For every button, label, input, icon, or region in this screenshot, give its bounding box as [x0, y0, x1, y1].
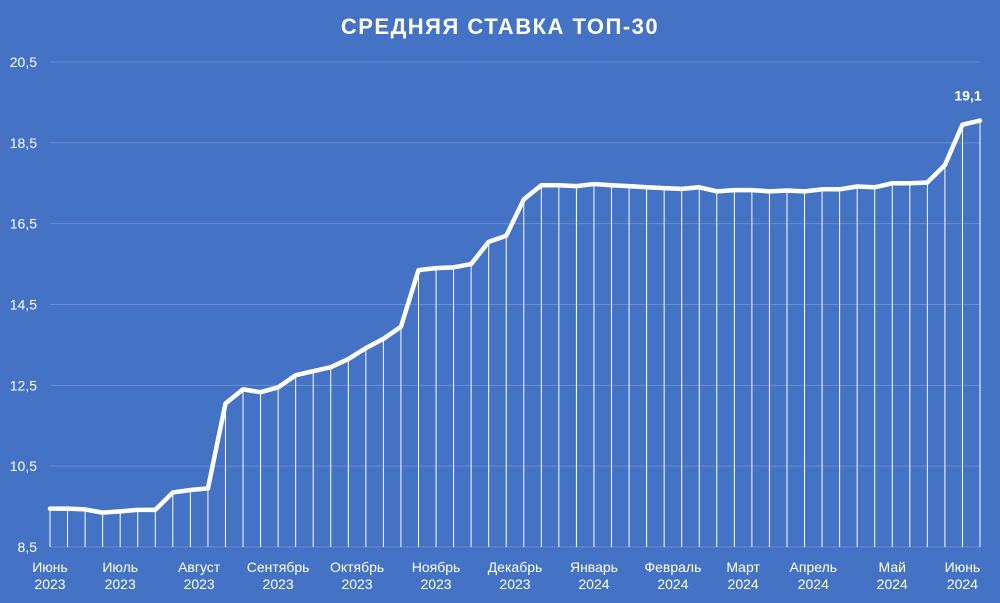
x-tick-label: Апрель 2024 [790, 559, 838, 592]
y-tick-label: 18,5 [10, 135, 37, 151]
x-tick-label: Сентябрь 2023 [247, 559, 310, 592]
y-tick-label: 12,5 [10, 377, 37, 393]
x-axis: Июнь 2023 Июль 2023 Август 2023 Сентябрь 2023 Ок… [32, 559, 980, 592]
data-labels: 19,1 [954, 88, 981, 104]
x-tick-label: Октябрь 2023 [330, 559, 384, 592]
x-tick-label: Декабрь 2023 [488, 559, 543, 592]
x-tick-label: Март 2024 [726, 559, 760, 592]
y-tick-label: 20,5 [10, 54, 37, 70]
x-tick-label: Август 2023 [178, 559, 221, 592]
chart-title: СРЕДНЯЯ СТАВКА ТОП-30 [340, 14, 660, 39]
x-tick-label: Январь 2024 [570, 559, 618, 592]
x-tick-label: Май 2024 [877, 559, 908, 592]
x-tick-label: Июнь 2024 [945, 559, 981, 592]
x-tick-label: Июль 2023 [102, 559, 138, 592]
data-label: 19,1 [954, 88, 981, 104]
gridlines [50, 61, 980, 548]
series-line [47, 118, 983, 515]
drop-lines [49, 120, 981, 547]
y-tick-label: 14,5 [10, 297, 37, 313]
y-tick-label: 16,5 [10, 216, 37, 232]
y-tick-label: 10,5 [10, 458, 37, 474]
y-axis: 8,5 10,5 12,5 14,5 16,5 18,5 20,5 [10, 54, 37, 555]
series-line-layer [47, 118, 983, 515]
x-tick-label: Ноябрь 2023 [412, 559, 461, 592]
x-tick-label: Февраль 2024 [644, 559, 701, 592]
x-tick-label: Июнь 2023 [32, 559, 68, 592]
y-tick-label: 8,5 [18, 539, 38, 555]
